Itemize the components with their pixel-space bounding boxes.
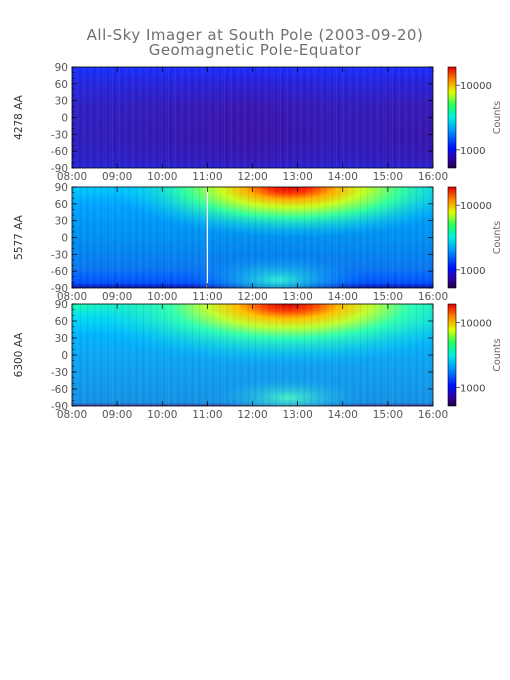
y-tick-label: 30 (55, 96, 68, 108)
y-tick-label: 90 (55, 62, 68, 74)
x-tick-label: 15:00 (373, 171, 403, 183)
colorbar-tick-label: 10000 (460, 81, 492, 92)
x-tick-label: 13:00 (282, 291, 312, 303)
x-tick-label: 16:00 (418, 171, 448, 183)
x-tick-label: 11:00 (192, 409, 222, 421)
x-tick-label: 10:00 (147, 409, 177, 421)
x-tick-label: 08:00 (57, 291, 87, 303)
x-tick-label: 15:00 (373, 409, 403, 421)
colorbar: 10000 1000 Counts (447, 66, 503, 169)
heatmap-streaks (72, 187, 433, 288)
x-tick-label: 14:00 (328, 409, 358, 421)
y-tick-label: -60 (51, 266, 68, 278)
x-tick-label: 09:00 (102, 291, 132, 303)
chart-title: All-Sky Imager at South Pole (2003-09-20… (87, 26, 424, 44)
y-tick-label: -30 (51, 367, 68, 379)
x-tick-label: 08:00 (57, 171, 87, 183)
x-tick-label: 13:00 (282, 171, 312, 183)
y-axis-label: 4278 AA (13, 94, 25, 140)
heatmap-streaks (72, 304, 433, 406)
x-tick-label: 15:00 (373, 291, 403, 303)
chart-subtitle: Geomagnetic Pole-Equator (149, 41, 362, 59)
colorbar-gradient (447, 66, 457, 169)
y-tick-label: 60 (55, 199, 68, 211)
x-tick-label: 14:00 (328, 291, 358, 303)
y-tick-label: 30 (55, 216, 68, 228)
y-tick-label: 90 (55, 182, 68, 194)
y-tick-label: 0 (61, 113, 68, 125)
y-tick-label: -90 (51, 163, 68, 175)
y-axis-label: 5577 AA (13, 214, 25, 260)
colorbar-tick-label: 10000 (460, 201, 492, 212)
heatmap-streaks (72, 67, 433, 168)
x-tick-label: 10:00 (147, 291, 177, 303)
y-tick-label: 60 (55, 79, 68, 91)
colorbar-label: Counts (492, 221, 503, 254)
x-tick-label: 13:00 (282, 409, 312, 421)
x-tick-label: 12:00 (237, 171, 267, 183)
x-tick-label: 11:00 (192, 291, 222, 303)
colorbar: 10000 1000 Counts (447, 186, 503, 289)
x-tick-label: 08:00 (57, 409, 87, 421)
y-tick-label: 30 (55, 333, 68, 345)
y-axis-label: 6300 AA (13, 332, 25, 378)
y-tick-label: -90 (51, 401, 68, 413)
y-tick-label: 90 (55, 299, 68, 311)
x-tick-label: 09:00 (102, 171, 132, 183)
y-tick-label: -30 (51, 249, 68, 261)
x-tick-label: 10:00 (147, 171, 177, 183)
colorbar-tick-label: 1000 (460, 266, 485, 277)
y-tick-label: -90 (51, 283, 68, 295)
x-tick-label: 09:00 (102, 409, 132, 421)
colorbar-tick-label: 1000 (460, 384, 485, 395)
colorbar-label: Counts (492, 101, 503, 134)
y-tick-label: -60 (51, 146, 68, 158)
y-tick-label: 60 (55, 316, 68, 328)
y-tick-label: -30 (51, 129, 68, 141)
x-tick-label: 14:00 (328, 171, 358, 183)
x-tick-label: 12:00 (237, 409, 267, 421)
colorbar-tick-label: 1000 (460, 146, 485, 157)
colorbar-gradient (447, 303, 457, 407)
x-tick-label: 16:00 (418, 291, 448, 303)
colorbar-gradient (447, 186, 457, 289)
colorbar-tick-label: 10000 (460, 318, 492, 329)
x-tick-label: 11:00 (192, 171, 222, 183)
y-tick-label: -60 (51, 384, 68, 396)
x-tick-label: 16:00 (418, 409, 448, 421)
y-tick-label: 0 (61, 350, 68, 362)
x-tick-label: 12:00 (237, 291, 267, 303)
y-tick-label: 0 (61, 233, 68, 245)
colorbar: 10000 1000 Counts (447, 303, 503, 407)
colorbar-label: Counts (492, 338, 503, 371)
